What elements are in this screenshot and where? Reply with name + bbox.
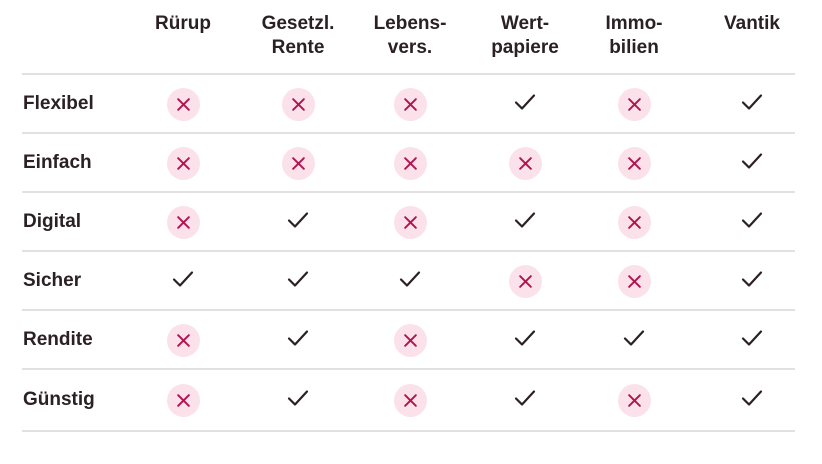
table-cell <box>508 87 542 121</box>
table-cell <box>508 264 542 298</box>
row-divider <box>22 191 795 193</box>
table-cell <box>735 264 769 298</box>
cross-icon <box>166 205 200 239</box>
cross-icon <box>393 323 427 357</box>
cross-icon <box>617 383 651 417</box>
table-cell <box>281 146 315 180</box>
cross-icon <box>617 87 651 121</box>
row-divider <box>22 250 795 252</box>
cross-icon <box>508 264 542 298</box>
table-cell <box>617 87 651 121</box>
check-icon <box>514 389 536 412</box>
cross-icon <box>393 87 427 121</box>
check-icon <box>172 270 194 293</box>
row-divider <box>22 73 795 75</box>
table-cell <box>166 383 200 417</box>
check-icon <box>741 270 763 293</box>
check-icon <box>514 211 536 234</box>
cross-icon <box>393 383 427 417</box>
check-icon <box>741 152 763 175</box>
table-cell <box>508 146 542 180</box>
table-cell <box>735 383 769 417</box>
column-header: Gesetzl. Rente <box>261 13 335 58</box>
cross-icon <box>393 146 427 180</box>
table-cell <box>281 383 315 417</box>
row-divider <box>22 430 795 432</box>
row-label: Günstig <box>23 389 95 410</box>
table-cell <box>166 205 200 239</box>
table-cell <box>166 264 200 298</box>
table-cell <box>735 87 769 121</box>
check-icon <box>741 93 763 116</box>
row-label: Rendite <box>23 329 93 350</box>
check-icon <box>741 211 763 234</box>
check-icon <box>287 389 309 412</box>
table-cell <box>617 383 651 417</box>
row-divider <box>22 368 795 370</box>
row-label: Flexibel <box>23 93 94 114</box>
cross-icon <box>281 87 315 121</box>
check-icon <box>514 93 536 116</box>
column-header: Rürup <box>155 13 211 34</box>
cross-icon <box>393 205 427 239</box>
table-cell <box>617 264 651 298</box>
cross-icon <box>166 383 200 417</box>
cross-icon <box>617 205 651 239</box>
table-cell <box>166 87 200 121</box>
table-cell <box>393 264 427 298</box>
cross-icon <box>617 264 651 298</box>
check-icon <box>514 329 536 352</box>
table-cell <box>508 323 542 357</box>
column-header: Immo- bilien <box>605 13 663 58</box>
table-cell <box>508 383 542 417</box>
cross-icon <box>508 146 542 180</box>
table-cell <box>166 323 200 357</box>
table-cell <box>735 146 769 180</box>
table-cell <box>735 205 769 239</box>
table-cell <box>393 205 427 239</box>
column-header: Lebens- vers. <box>373 13 447 58</box>
row-label: Einfach <box>23 152 92 173</box>
row-label: Digital <box>23 211 82 232</box>
check-icon <box>623 329 645 352</box>
table-cell <box>281 87 315 121</box>
table-cell <box>281 264 315 298</box>
check-icon <box>399 270 421 293</box>
check-icon <box>287 270 309 293</box>
table-cell <box>393 87 427 121</box>
table-cell <box>735 323 769 357</box>
row-divider <box>22 309 795 311</box>
table-cell <box>393 146 427 180</box>
cross-icon <box>166 146 200 180</box>
row-label: Sicher <box>23 270 82 291</box>
check-icon <box>741 389 763 412</box>
cross-icon <box>166 323 200 357</box>
row-divider <box>22 132 795 134</box>
table-cell <box>281 205 315 239</box>
column-header: Wert- papiere <box>491 13 559 58</box>
check-icon <box>287 329 309 352</box>
table-cell <box>393 383 427 417</box>
table-cell <box>281 323 315 357</box>
table-cell <box>166 146 200 180</box>
table-cell <box>617 146 651 180</box>
cross-icon <box>166 87 200 121</box>
check-icon <box>287 211 309 234</box>
cross-icon <box>617 146 651 180</box>
table-cell <box>393 323 427 357</box>
check-icon <box>741 329 763 352</box>
table-cell <box>617 323 651 357</box>
table-cell <box>508 205 542 239</box>
table-cell <box>617 205 651 239</box>
column-header: Vantik <box>724 13 780 34</box>
cross-icon <box>281 146 315 180</box>
